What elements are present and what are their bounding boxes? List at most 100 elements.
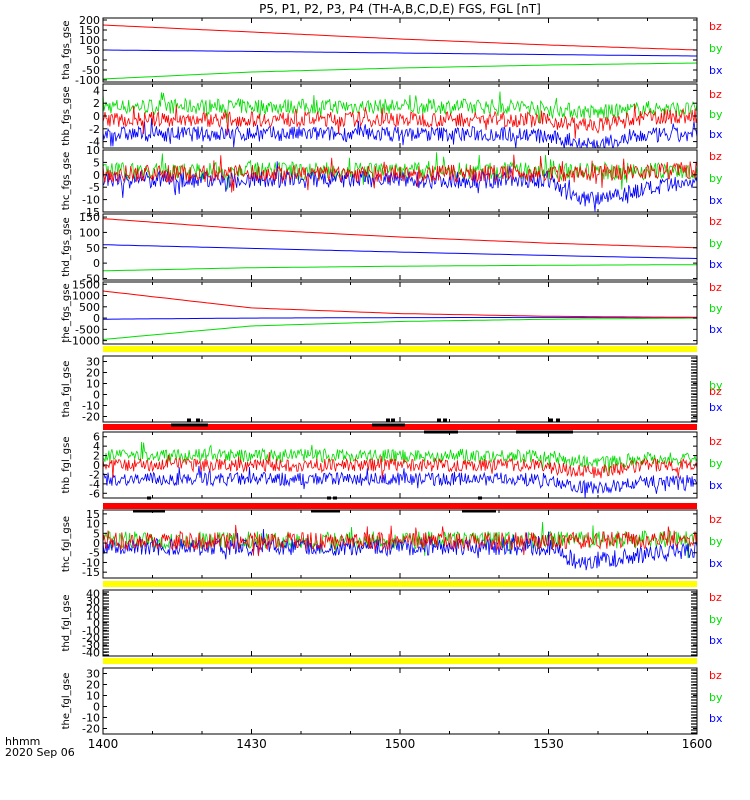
flag-segment	[424, 430, 458, 434]
flag-dot	[437, 418, 441, 422]
y-tick-label: -40	[82, 646, 100, 659]
y-tick-label: 1500	[72, 278, 100, 291]
series-bz-line	[103, 104, 697, 139]
legend-bz: bz	[709, 88, 722, 101]
y-tick-label: 0	[93, 701, 100, 714]
legend-bz: bz	[709, 215, 722, 228]
series-by-line	[103, 441, 697, 476]
y-axis-label: tha_fgs_gse	[61, 20, 72, 79]
y-tick-label: -15	[82, 206, 100, 219]
legend-bx: bx	[709, 323, 723, 336]
y-tick-label: 30	[86, 595, 100, 608]
panel-4: 150 100 50 0 -50 thd_fgs_gse bz by bx	[61, 211, 723, 285]
x-date-label: 2020 Sep 06	[5, 746, 75, 759]
series-bx-line	[103, 161, 697, 212]
legend-by: by	[709, 172, 723, 185]
y-tick-label: -100	[75, 74, 100, 87]
y-tick-label: -1000	[68, 335, 100, 348]
legend-bz: bz	[709, 435, 722, 448]
legend-by: by	[709, 302, 723, 315]
x-unit-label: hhmm	[5, 735, 40, 748]
y-tick-label: -10	[82, 712, 100, 725]
legend-bz: bz	[709, 513, 722, 526]
y-tick-label: 0	[93, 537, 100, 550]
flag-dot	[327, 496, 331, 500]
y-tick-label: -10	[82, 624, 100, 637]
y-tick-label: 500	[79, 301, 100, 314]
y-tick-label: 50	[86, 44, 100, 57]
y-tick-label: -20	[82, 723, 100, 736]
y-tick-label: 0	[93, 459, 100, 472]
x-tick-label: 1530	[533, 737, 564, 751]
legend-by: by	[709, 42, 723, 55]
y-tick-label: 15	[86, 508, 100, 521]
y-tick-label: -10	[82, 400, 100, 413]
y-tick-label: 6	[93, 431, 100, 444]
flag-segment	[311, 509, 340, 513]
panel-5-series	[103, 290, 697, 340]
y-axis-label: thb_fgl_gse	[61, 437, 72, 494]
legend-bx: bx	[709, 194, 723, 207]
legend-bz: bz	[709, 669, 722, 682]
flag-segment	[171, 423, 208, 427]
status-bar-yellow	[103, 581, 697, 587]
panel-frame	[102, 17, 698, 83]
panel-2: 420-2-4 thb_fgs_gse bz by bx	[61, 83, 723, 149]
y-tick-label: -5	[89, 181, 100, 194]
plot-title: P5, P1, P2, P3, P4 (TH-A,B,C,D,E) FGS, F…	[259, 2, 541, 16]
x-tick-label: 1430	[236, 737, 267, 751]
series-bz-line	[103, 290, 697, 318]
flag-dot	[391, 418, 395, 422]
flag-dot	[478, 496, 482, 500]
series-bz-line	[103, 218, 697, 249]
y-tick-label: 40	[86, 588, 100, 601]
legend-bx: bx	[709, 64, 723, 77]
x-axis: 1400 1430 1500 1530 1600	[88, 737, 713, 751]
panel-7-series	[103, 441, 697, 498]
series-bz-line	[103, 451, 697, 479]
series-bz-line	[103, 24, 697, 51]
legend-bz: bz	[709, 385, 722, 398]
y-tick-label: 20	[86, 679, 100, 692]
y-tick-label: 2	[93, 97, 100, 110]
y-axis-label: thb_fgs_gse	[61, 86, 72, 145]
y-tick-label: -4	[89, 136, 100, 149]
y-tick-label: 10	[86, 690, 100, 703]
y-tick-label: 0	[93, 54, 100, 67]
y-tick-label: 10	[86, 610, 100, 623]
y-tick-label: -30	[82, 639, 100, 652]
x-tick-label: 1600	[682, 737, 713, 751]
y-tick-label: 0	[93, 169, 100, 182]
series-bz-line	[103, 154, 697, 193]
y-tick-label: -20	[82, 632, 100, 645]
y-tick-label: 10	[86, 518, 100, 531]
y-tick-label: 0	[93, 312, 100, 325]
y-tick-label: 5	[93, 156, 100, 169]
y-tick-label: -10	[82, 556, 100, 569]
flag-dot	[147, 496, 151, 500]
x-tick-label: 1400	[88, 737, 119, 751]
y-tick-label: -500	[75, 323, 100, 336]
y-tick-label: 2	[93, 450, 100, 463]
y-tick-label: 4	[93, 84, 100, 97]
legend-by: by	[709, 379, 723, 392]
y-tick-label: -6	[89, 487, 100, 500]
status-bar-red	[103, 503, 697, 509]
y-tick-label: 10	[86, 378, 100, 391]
series-bx-line	[103, 49, 697, 57]
series-bx-line	[103, 528, 697, 571]
y-tick-label: 50	[86, 242, 100, 255]
legend-by: by	[709, 108, 723, 121]
panel-3-series	[103, 152, 697, 212]
flag-dot	[386, 418, 390, 422]
flag-dot	[549, 418, 553, 422]
y-tick-label: 5	[93, 527, 100, 540]
panel-frame	[102, 281, 698, 345]
legend-bx: bx	[709, 258, 723, 271]
status-bar-yellow	[103, 658, 697, 664]
y-axis-label: thc_fgl_gse	[61, 516, 72, 572]
